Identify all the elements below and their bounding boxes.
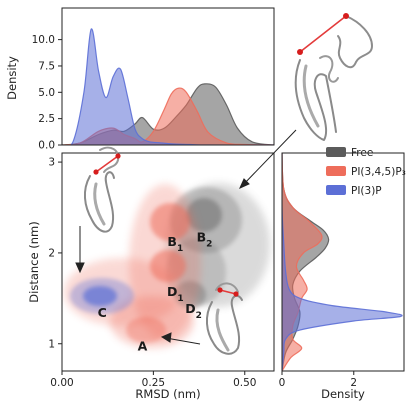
top-ytick-label: 0.0	[38, 140, 55, 152]
joint-xtick-label: 0.00	[50, 377, 73, 389]
joint-density-yticks: 1 2 3	[48, 157, 62, 350]
joint-density-xticks: 0.00 0.25 0.50	[50, 371, 256, 389]
top-ytick-label: 2.5	[38, 113, 55, 125]
right-line-pi3p	[282, 153, 403, 371]
top-area-pi3p	[62, 29, 274, 145]
arrow-icon-to-a	[165, 337, 201, 345]
joint-density-xlabel: RMSD (nm)	[135, 387, 200, 401]
right-marginal-series	[282, 153, 403, 371]
region-label-a: A	[138, 338, 148, 353]
right-area-pi3p	[282, 153, 403, 371]
joint-ytick-label: 2	[48, 247, 55, 259]
legend: Free PI(3,4,5)P₃ PI(3)P	[326, 147, 406, 197]
protein-structure-c-icon	[84, 146, 121, 233]
top-marginal-yticks: 0.0 2.5 5.0 7.5 10.0	[32, 34, 62, 152]
pip3-density-blobs	[64, 184, 201, 348]
pi3p-blob-core	[83, 286, 117, 306]
top-line-pi3p	[62, 28, 274, 145]
arrow-icon-to-a-head	[160, 332, 172, 343]
legend-label-free: Free	[351, 147, 373, 159]
legend-swatch-pip3	[326, 166, 346, 176]
top-marginal-panel: 0.0 2.5 5.0 7.5 10.0 Density	[5, 7, 275, 152]
joint-density-contours	[64, 183, 270, 348]
legend-swatch-free	[326, 147, 346, 157]
joint-density-frame	[61, 152, 275, 372]
annotation-arrows	[75, 129, 297, 345]
right-xtick-label: 0	[279, 377, 286, 389]
top-area-free	[62, 83, 274, 145]
right-marginal-xlabel: Density	[321, 387, 365, 401]
joint-xtick-label: 0.50	[233, 377, 256, 389]
pip3-blob-b1	[150, 203, 190, 241]
pip3-blob-a	[126, 317, 166, 343]
region-label-c: C	[98, 305, 107, 320]
top-ytick-label: 5.0	[38, 87, 55, 99]
joint-xtick-label: 0.25	[142, 377, 165, 389]
joint-ytick-label: 1	[48, 338, 55, 350]
top-ytick-label: 7.5	[38, 60, 55, 72]
arrow-icon-to-c-head	[75, 262, 85, 274]
right-xtick-label: 2	[350, 377, 357, 389]
legend-swatch-pi3p	[326, 185, 346, 195]
protein-structure-open-icon	[294, 13, 373, 141]
joint-ytick-label: 3	[48, 157, 55, 169]
top-marginal-ylabel: Density	[5, 56, 19, 100]
top-ytick-label: 10.0	[32, 34, 55, 46]
top-marginal-series	[62, 28, 274, 145]
protein-structure-a-icon	[206, 282, 243, 355]
arrow-open-to-b2-head	[239, 178, 250, 189]
right-line-pip3	[282, 153, 323, 371]
pip3-blob-d1	[150, 250, 186, 282]
legend-label-pip3: PI(3,4,5)P₃	[351, 166, 406, 178]
arrow-open-to-b2	[241, 129, 297, 187]
top-marginal-frame	[61, 7, 275, 146]
joint-density-ylabel: Distance (nm)	[27, 221, 41, 302]
pi3p-density-blobs	[70, 278, 134, 314]
legend-label-pi3p: PI(3)P	[351, 185, 382, 197]
